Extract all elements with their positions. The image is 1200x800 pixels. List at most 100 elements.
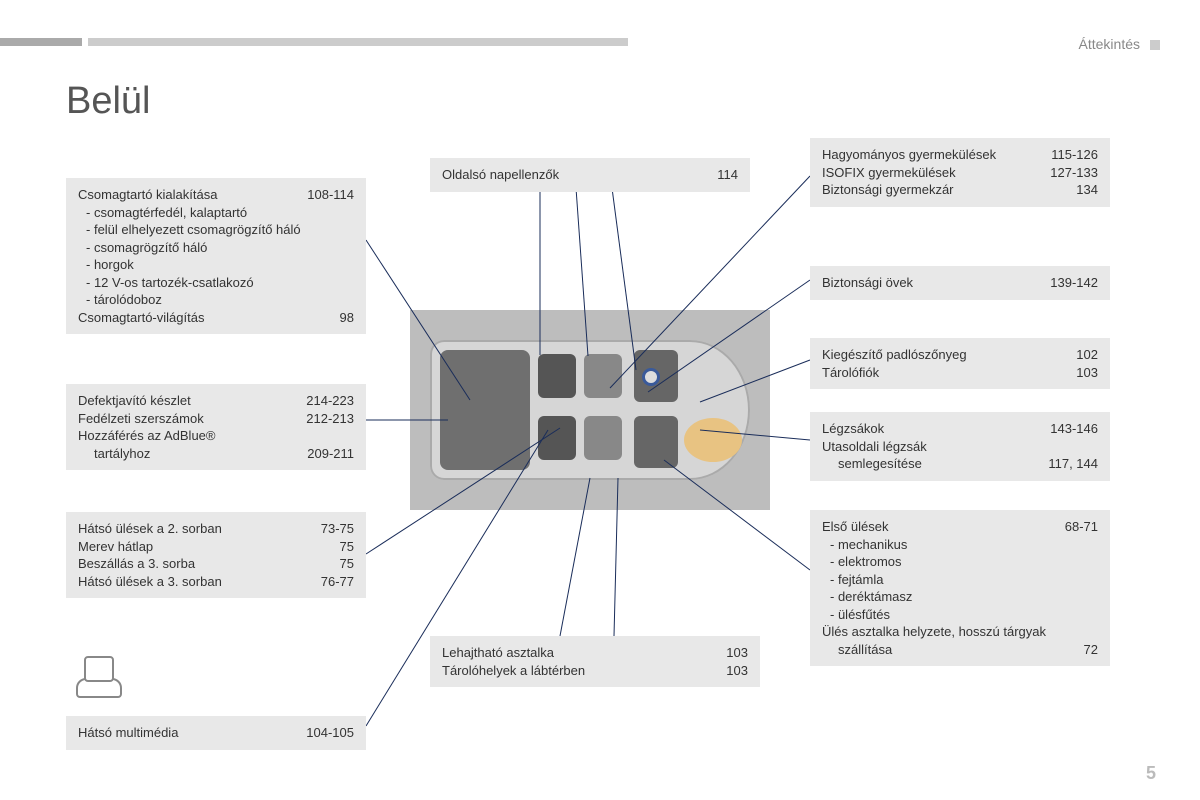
info-box-c1: Oldalsó napellenzők 114 [430,158,750,192]
page-title: Belül [66,80,151,123]
info-row: Oldalsó napellenzők 114 [442,166,738,184]
bullet-item: mechanikus [826,536,1098,554]
info-box-b1: Csomagtartó kialakítása108-114csomagtérf… [66,178,366,334]
info-label: Hátsó ülések a 2. sorban [78,520,222,538]
info-row: Első ülések68-71 [822,518,1098,536]
info-page: 127-133 [1050,164,1098,182]
info-label: Oldalsó napellenzők [442,166,559,184]
info-page: 103 [726,662,748,680]
info-row: Biztonsági övek 139-142 [822,274,1098,292]
info-row: Csomagtartó kialakítása108-114 [78,186,354,204]
info-page: 134 [1076,181,1098,199]
interior-diagram [410,310,770,510]
info-row: semlegesítése 117, 144 [822,455,1098,473]
seat-row3-r [538,416,576,460]
info-row: Hátsó multimédia 104-105 [78,724,354,742]
info-row: Hozzáférés az AdBlue® [78,427,354,445]
info-label: Biztonsági gyermekzár [822,181,954,199]
header-bar-dark [0,38,82,46]
info-page: 143-146 [1050,420,1098,438]
airbag-icon [684,418,742,462]
info-label: Hátsó multimédia [78,724,178,742]
seat-row2-l [584,354,622,398]
info-row: Légzsákok 143-146 [822,420,1098,438]
info-box-b3: Hátsó ülések a 2. sorban 73-75 Merev hátla… [66,512,366,598]
header-marker [1150,40,1160,50]
info-label: Tárolófiók [822,364,879,382]
info-label: Kiegészítő padlószőnyeg [822,346,967,364]
info-page: 75 [340,555,354,573]
info-row: Hátsó ülések a 3. sorban 76-77 [78,573,354,591]
info-row: Hátsó ülések a 2. sorban 73-75 [78,520,354,538]
info-label: Utasoldali légzsák [822,438,927,456]
info-row: szállítása 72 [822,641,1098,659]
bullet-item: 12 V-os tartozék-csatlakozó [82,274,354,292]
info-label: Merev hátlap [78,538,153,556]
steering-wheel-icon [642,368,660,386]
info-label: Csomagtartó-világítás [78,309,204,327]
info-page: 104-105 [306,724,354,742]
info-row: Kiegészítő padlószőnyeg102 [822,346,1098,364]
info-label: Beszállás a 3. sorba [78,555,195,573]
info-page: 76-77 [321,573,354,591]
info-row: ISOFIX gyermekülések 127-133 [822,164,1098,182]
info-label: Ülés asztalka helyzete, hosszú tárgyak [822,623,1046,641]
page-number: 5 [1146,763,1156,784]
info-row: tartályhoz 209-211 [78,445,354,463]
info-row: Utasoldali légzsák [822,438,1098,456]
bullet-list: mechanikuselektromosfejtámladeréktámaszü… [822,536,1098,624]
section-header: Áttekintés [1079,36,1140,52]
info-row: Defektjavító készlet 214-223 [78,392,354,410]
info-row: Tárolófiók 103 [822,364,1098,382]
info-page: 114 [717,166,738,184]
info-label: tartályhoz [78,445,150,463]
bullet-list: csomagtérfedél, kalaptartófelül elhelyez… [78,204,354,309]
info-label: Csomagtartó kialakítása [78,186,217,204]
bullet-item: elektromos [826,553,1098,571]
bullet-item: tárolódoboz [82,291,354,309]
bullet-item: csomagtérfedél, kalaptartó [82,204,354,222]
info-label: Fedélzeti szerszámok [78,410,204,428]
info-row: Tárolóhelyek a lábtérben 103 [442,662,748,680]
info-label: Hozzáférés az AdBlue® [78,427,215,445]
car-outline [430,340,750,480]
info-box-r2: Biztonsági övek 139-142 [810,266,1110,300]
bullet-item: fejtámla [826,571,1098,589]
bullet-item: csomagrögzítő háló [82,239,354,257]
info-page: 117, 144 [1048,455,1098,473]
info-page: 73-75 [321,520,354,538]
info-row: Fedélzeti szerszámok 212-213 [78,410,354,428]
info-box-r1: Hagyományos gyermekülések115-126ISOFIX g… [810,138,1110,207]
info-box-b4: Hátsó multimédia 104-105 [66,716,366,750]
info-page: 139-142 [1050,274,1098,292]
header-bar-light [88,38,628,46]
info-label: Defektjavító készlet [78,392,191,410]
info-label: ISOFIX gyermekülések [822,164,956,182]
info-page: 75 [340,538,354,556]
info-box-r4: Légzsákok 143-146 Utasoldali légzsák semle… [810,412,1110,481]
info-row: Hagyományos gyermekülések115-126 [822,146,1098,164]
info-label: szállítása [822,641,892,659]
info-page: 214-223 [306,392,354,410]
info-label: Hagyományos gyermekülések [822,146,996,164]
info-label: semlegesítése [822,455,922,473]
info-row: Beszállás a 3. sorba 75 [78,555,354,573]
info-label: Tárolóhelyek a lábtérben [442,662,585,680]
info-label: Légzsákok [822,420,884,438]
cargo-area [440,350,530,470]
info-label: Biztonsági övek [822,274,913,292]
info-box-r3: Kiegészítő padlószőnyeg102Tárolófiók 103 [810,338,1110,389]
info-box-c2: Lehajtható asztalka103Tárolóhelyek a láb… [430,636,760,687]
info-page: 103 [1076,364,1098,382]
info-row: Biztonsági gyermekzár 134 [822,181,1098,199]
info-label: Hátsó ülések a 3. sorban [78,573,222,591]
seat-front-r [634,416,678,468]
info-label: Lehajtható asztalka [442,644,554,662]
bullet-item: felül elhelyezett csomagrögzítő háló [82,221,354,239]
info-page: 212-213 [306,410,354,428]
info-page: 209-211 [307,445,354,463]
info-page: 72 [1084,641,1098,659]
bullet-item: horgok [82,256,354,274]
info-page: 68-71 [1065,518,1098,536]
info-row: Lehajtható asztalka103 [442,644,748,662]
